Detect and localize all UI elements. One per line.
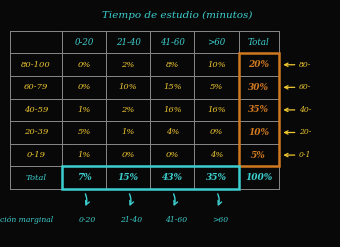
- Text: 10%: 10%: [119, 83, 138, 91]
- Text: 5%: 5%: [78, 128, 91, 137]
- Text: 1%: 1%: [78, 106, 91, 114]
- Text: 15%: 15%: [118, 173, 139, 182]
- Text: 16%: 16%: [163, 106, 182, 114]
- Text: 0%: 0%: [121, 151, 135, 159]
- Bar: [62, 166, 239, 189]
- Text: 15%: 15%: [163, 83, 182, 91]
- Text: 60-79: 60-79: [24, 83, 48, 91]
- Text: 0-1: 0-1: [299, 151, 311, 159]
- Text: 4%: 4%: [210, 151, 223, 159]
- Text: 16%: 16%: [207, 106, 226, 114]
- Text: 0%: 0%: [78, 83, 91, 91]
- Text: >60: >60: [212, 216, 228, 224]
- Text: 21-40: 21-40: [120, 216, 143, 224]
- Text: 2%: 2%: [121, 106, 135, 114]
- Text: 0-20: 0-20: [74, 38, 94, 47]
- Text: 41-60: 41-60: [160, 38, 185, 47]
- Text: Tiempo de estudio (minutos): Tiempo de estudio (minutos): [102, 11, 252, 20]
- Text: 60-: 60-: [299, 83, 311, 91]
- Text: 5%: 5%: [210, 83, 223, 91]
- Text: 35%: 35%: [206, 173, 227, 182]
- Text: 1%: 1%: [78, 151, 91, 159]
- Text: 21-40: 21-40: [116, 38, 141, 47]
- Text: 20-: 20-: [299, 128, 311, 137]
- Text: >60: >60: [207, 38, 225, 47]
- Text: 0%: 0%: [210, 128, 223, 137]
- Text: 1%: 1%: [121, 128, 135, 137]
- Text: 20%: 20%: [248, 60, 269, 69]
- Text: 0-20: 0-20: [79, 216, 96, 224]
- Text: Total: Total: [248, 38, 270, 47]
- Text: ción marginal: ción marginal: [0, 216, 53, 224]
- Text: 5%: 5%: [251, 151, 266, 160]
- Text: 41-60: 41-60: [165, 216, 187, 224]
- Text: 43%: 43%: [162, 173, 183, 182]
- Text: 40-59: 40-59: [24, 106, 48, 114]
- Text: 100%: 100%: [245, 173, 272, 182]
- Text: 35%: 35%: [248, 105, 269, 114]
- Text: 4%: 4%: [166, 128, 179, 137]
- Text: 20-39: 20-39: [24, 128, 48, 137]
- Text: 30%: 30%: [248, 83, 269, 92]
- Text: 10%: 10%: [207, 61, 226, 69]
- Text: 7%: 7%: [77, 173, 91, 182]
- Text: 0%: 0%: [78, 61, 91, 69]
- Text: 0%: 0%: [166, 151, 179, 159]
- Text: 2%: 2%: [121, 61, 135, 69]
- Text: 10%: 10%: [248, 128, 269, 137]
- Text: 80-: 80-: [299, 61, 311, 69]
- Text: 0-19: 0-19: [27, 151, 46, 159]
- Text: 80-100: 80-100: [21, 61, 51, 69]
- Text: 8%: 8%: [166, 61, 179, 69]
- Text: 40-: 40-: [299, 106, 311, 114]
- Text: Total: Total: [26, 174, 47, 182]
